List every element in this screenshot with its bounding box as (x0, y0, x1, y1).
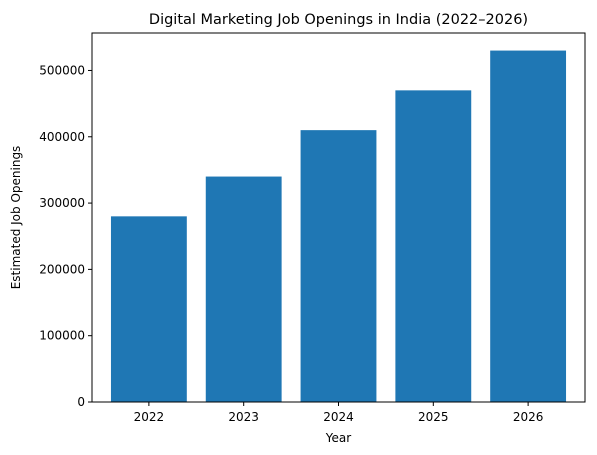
bar-2026 (490, 50, 567, 402)
y-axis: 0 100000 200000 300000 400000 500000 (39, 63, 92, 409)
plot-frame (91, 32, 586, 403)
x-tick-label: 2026 (513, 410, 544, 424)
bar-2025 (395, 90, 472, 402)
x-axis-label: Year (325, 431, 351, 445)
x-tick-label: 2023 (228, 410, 259, 424)
bar-2023 (205, 176, 282, 402)
y-tick-label: 300000 (39, 196, 85, 210)
x-axis: 2022 2023 2024 2025 2026 (134, 402, 544, 424)
y-tick-label: 500000 (39, 63, 85, 77)
y-tick-label: 400000 (39, 130, 85, 144)
y-axis-label: Estimated Job Openings (9, 146, 23, 290)
x-tick-label: 2025 (418, 410, 449, 424)
y-tick-label: 200000 (39, 262, 85, 276)
bar-2024 (300, 130, 377, 402)
x-tick-label: 2024 (323, 410, 354, 424)
y-tick-label: 100000 (39, 329, 85, 343)
y-tick-label: 0 (77, 395, 85, 409)
bars-group (110, 50, 567, 402)
chart-title: Digital Marketing Job Openings in India … (149, 12, 528, 28)
x-tick-label: 2022 (134, 410, 165, 424)
bar-2022 (110, 216, 187, 402)
